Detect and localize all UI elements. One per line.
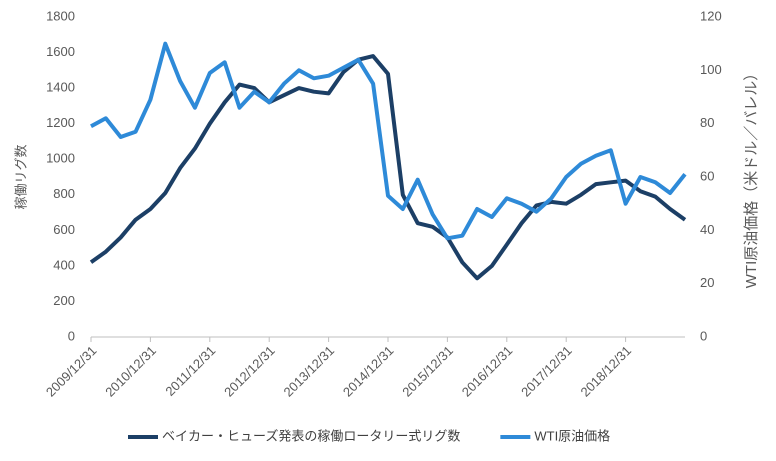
legend-label: WTI原油価格 bbox=[534, 428, 610, 443]
x-tick-label: 2014/12/31 bbox=[340, 343, 397, 400]
y2-tick-label: 120 bbox=[700, 8, 722, 23]
legend-label: ベイカー・ヒューズ発表の稼働ロータリー式リグ数 bbox=[162, 428, 460, 443]
y2-tick-label: 0 bbox=[700, 328, 707, 343]
y-tick-label: 800 bbox=[53, 186, 75, 201]
series-line bbox=[90, 41, 687, 241]
x-tick-label: 2016/12/31 bbox=[459, 343, 516, 400]
y-tick-label: 1200 bbox=[46, 115, 75, 130]
y-axis-label: 稼働リグ数 bbox=[13, 144, 28, 209]
y2-tick-label: 100 bbox=[700, 62, 722, 77]
y-tick-label: 400 bbox=[53, 257, 75, 272]
x-tick-label: 2012/12/31 bbox=[221, 343, 278, 400]
y2-axis-label: WTI原油価格（米ドル／バレル） bbox=[743, 66, 760, 289]
y-tick-label: 1400 bbox=[46, 80, 75, 95]
x-tick-label: 2018/12/31 bbox=[578, 343, 635, 400]
x-tick-label: 2015/12/31 bbox=[399, 343, 456, 400]
y-tick-label: 1000 bbox=[46, 151, 75, 166]
y2-tick-label: 20 bbox=[700, 275, 714, 290]
y2-tick-label: 80 bbox=[700, 115, 714, 130]
x-tick-label: 2010/12/31 bbox=[102, 343, 159, 400]
y-tick-label: 1600 bbox=[46, 44, 75, 59]
y-tick-label: 1800 bbox=[46, 8, 75, 23]
series-line bbox=[89, 54, 687, 281]
y-tick-label: 600 bbox=[53, 222, 75, 237]
x-tick-label: 2009/12/31 bbox=[43, 343, 100, 400]
y2-tick-label: 60 bbox=[700, 168, 714, 183]
y2-tick-label: 40 bbox=[700, 222, 714, 237]
y-tick-label: 0 bbox=[68, 328, 75, 343]
y-tick-label: 200 bbox=[53, 293, 75, 308]
x-tick-label: 2011/12/31 bbox=[162, 343, 218, 399]
x-tick-label: 2013/12/31 bbox=[281, 343, 338, 400]
x-tick-label: 2017/12/31 bbox=[518, 343, 575, 400]
